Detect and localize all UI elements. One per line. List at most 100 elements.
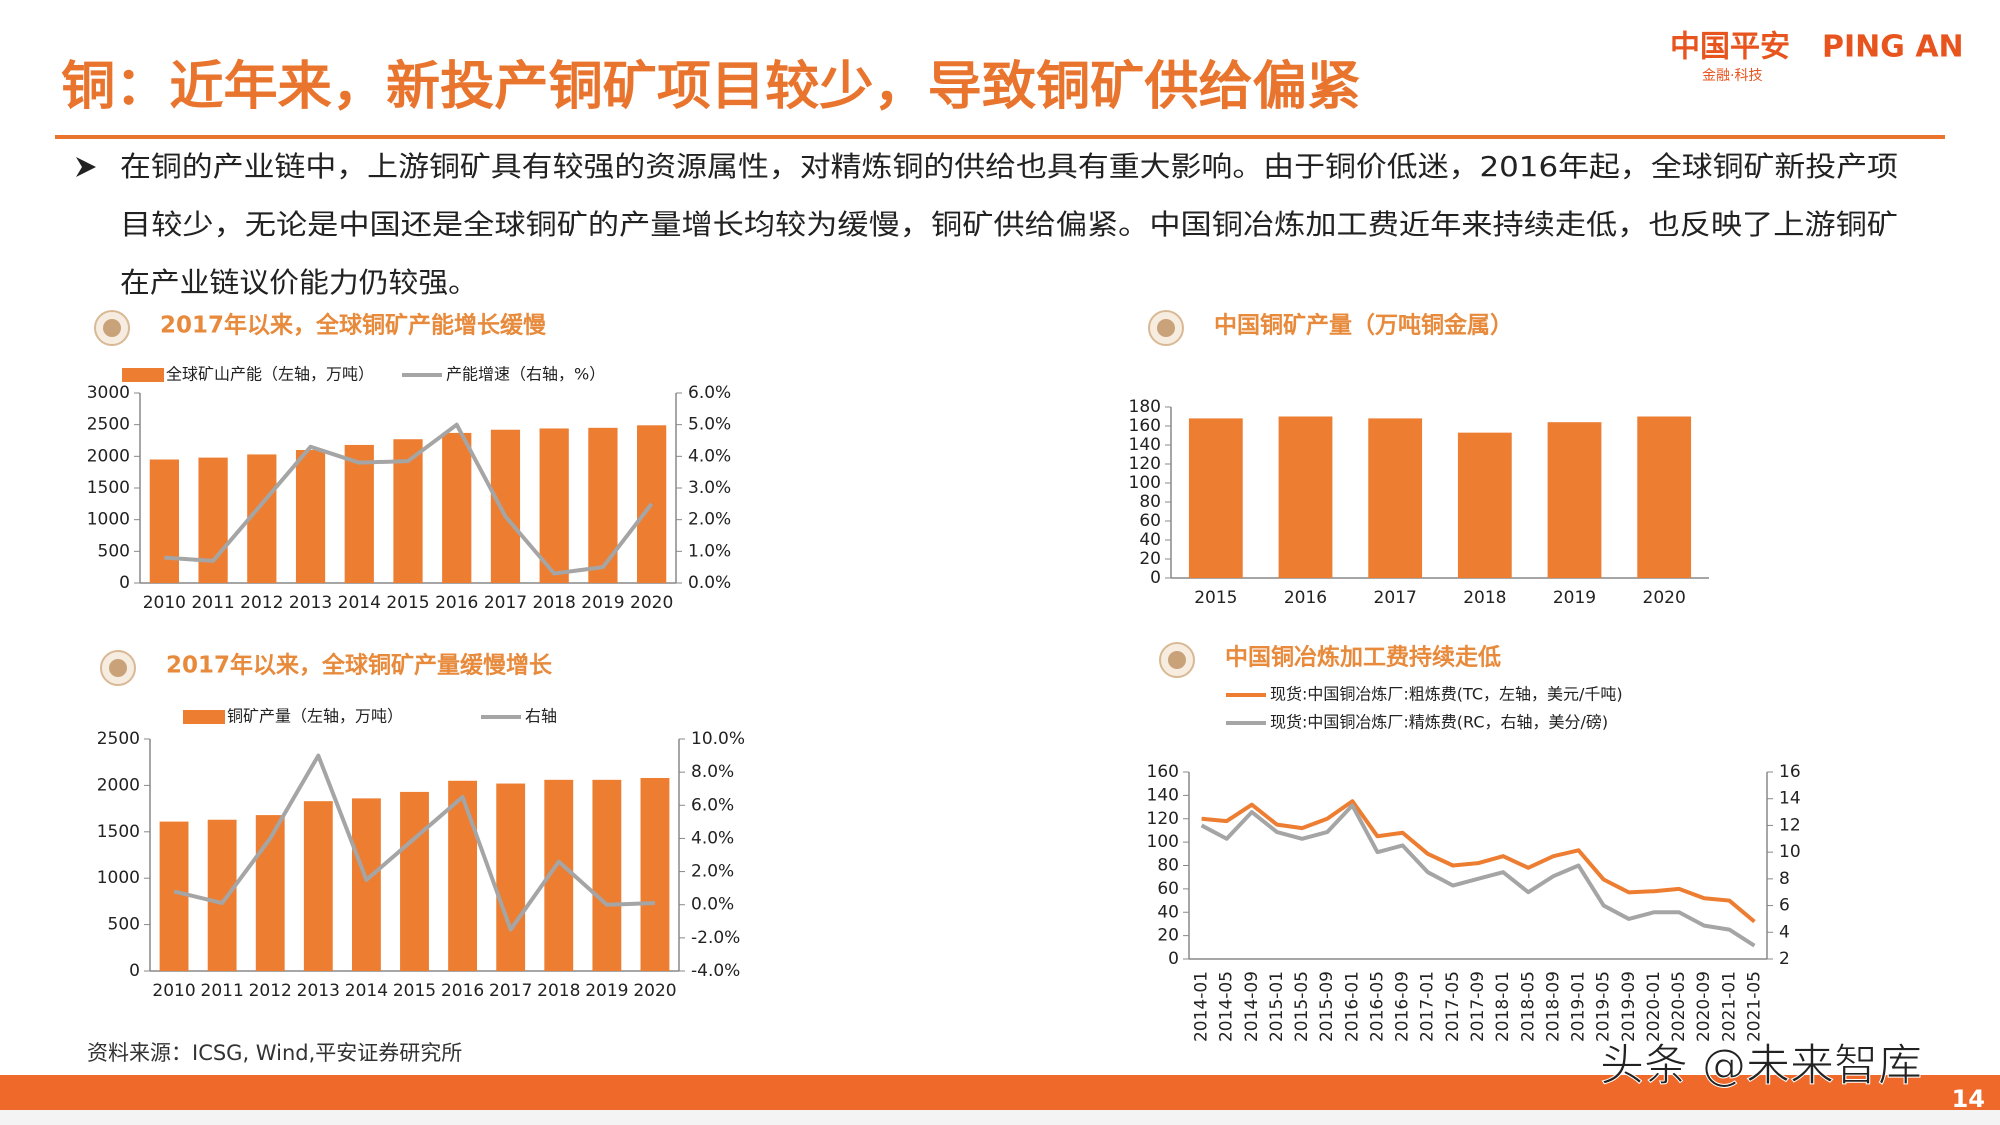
chart-title: 2017年以来，全球铜矿产量缓慢增长 — [166, 652, 553, 679]
x-tick-label: 2017 — [489, 981, 532, 1001]
y-tick-label: 80 — [1139, 492, 1161, 512]
x-tick-label: 2010 — [143, 593, 186, 613]
y-tick-label: 500 — [98, 541, 130, 561]
y-tick-label: 1000 — [97, 868, 140, 888]
bar — [344, 444, 374, 583]
bar — [295, 450, 326, 583]
footer-strip — [0, 1110, 2000, 1125]
bar — [149, 459, 179, 583]
x-tick-label: 2016-09 — [1393, 971, 1413, 1042]
x-tick-label: 2012 — [240, 593, 283, 613]
bar — [351, 798, 381, 971]
x-tick-label: 2019-05 — [1594, 971, 1614, 1042]
y-tick-label: 120 — [1129, 454, 1161, 474]
y-tick-label: 40 — [1157, 902, 1179, 922]
legend-label: 现货:中国铜冶炼厂:粗炼费(TC，左轴，美元/千吨) — [1270, 685, 1623, 704]
y-tick-label: 140 — [1129, 435, 1161, 455]
paragraph-line: 在产业链议价能力仍较强。 — [120, 266, 478, 299]
x-tick-label: 2011 — [191, 593, 234, 613]
x-tick-label: 2016-05 — [1367, 971, 1387, 1042]
title-icon-inner — [103, 319, 121, 337]
page-number: 14 — [1952, 1085, 1985, 1113]
y-tick-label: 500 — [108, 915, 140, 935]
x-tick-label: 2018-09 — [1543, 971, 1563, 1042]
bar — [490, 429, 521, 583]
y2-tick-label: 10.0% — [691, 729, 745, 749]
legend-swatch — [183, 710, 225, 724]
y-tick-label: 2500 — [97, 729, 140, 749]
legend-label: 产能增速（右轴，%） — [446, 365, 605, 384]
y-tick-label: 140 — [1147, 785, 1179, 805]
y-tick-label: 1500 — [97, 822, 140, 842]
y-tick-label: 160 — [1147, 762, 1179, 782]
x-tick-label: 2012 — [249, 981, 292, 1001]
x-tick-label: 2018-05 — [1518, 971, 1538, 1042]
bar — [448, 780, 478, 971]
y2-tick-label: 4.0% — [688, 446, 731, 466]
bar — [588, 427, 618, 583]
x-tick-label: 2015 — [1194, 588, 1237, 608]
y-tick-label: 40 — [1139, 530, 1161, 550]
paragraph-line: 在铜的产业链中，上游铜矿具有较强的资源属性，对精炼铜的供给也具有重大影响。由于铜… — [120, 150, 1898, 183]
x-tick-label: 2018 — [533, 593, 576, 613]
y2-tick-label: 1.0% — [688, 541, 731, 561]
source: 资料来源：ICSG, Wind,平安证券研究所 — [87, 1041, 462, 1065]
chart-title: 2017年以来，全球铜矿产能增长缓慢 — [160, 312, 547, 339]
x-tick-label: 2020-05 — [1669, 971, 1689, 1042]
line-series — [173, 753, 656, 932]
bar — [592, 779, 622, 971]
y-tick-label: 100 — [1129, 473, 1161, 493]
y2-tick-label: 4.0% — [691, 828, 734, 848]
watermark: 头条 @未来智库 — [1600, 1040, 1922, 1091]
y-tick-label: 60 — [1157, 879, 1179, 899]
y2-tick-label: 0.0% — [691, 895, 734, 915]
y-tick-label: 20 — [1157, 926, 1179, 946]
x-tick-label: 2016-01 — [1342, 971, 1362, 1042]
bar — [442, 432, 472, 583]
x-tick-label: 2018 — [537, 981, 580, 1001]
y2-tick-label: -4.0% — [691, 961, 740, 981]
x-tick-label: 2011 — [201, 981, 244, 1001]
x-tick-label: 2019 — [1553, 588, 1596, 608]
y2-tick-label: 14 — [1779, 789, 1801, 809]
y-tick-label: 120 — [1147, 809, 1179, 829]
y-tick-label: 0 — [129, 961, 140, 981]
x-tick-label: 2020 — [630, 593, 673, 613]
y2-tick-label: 12 — [1779, 815, 1801, 835]
x-tick-label: 2016 — [441, 981, 484, 1001]
paragraph-line: 目较少，无论是中国还是全球铜矿的产量增长均较为缓慢，铜矿供给偏紧。中国铜冶炼加工… — [120, 208, 1898, 241]
x-tick-label: 2020 — [1643, 588, 1686, 608]
x-tick-label: 2017-01 — [1418, 971, 1438, 1042]
y-tick-label: 2000 — [87, 446, 130, 466]
y2-tick-label: 8.0% — [691, 762, 734, 782]
x-tick-label: 2018-01 — [1493, 971, 1513, 1042]
x-tick-label: 2017-05 — [1443, 971, 1463, 1042]
y-tick-label: 1000 — [87, 510, 130, 530]
x-tick-label: 2015-09 — [1317, 971, 1337, 1042]
y2-tick-label: 4 — [1779, 922, 1790, 942]
x-tick-label: 2010 — [152, 981, 195, 1001]
bar — [1278, 416, 1333, 578]
y2-tick-label: 5.0% — [688, 415, 731, 435]
y-tick-label: 0 — [1168, 949, 1179, 969]
x-tick-label: 2013 — [297, 981, 340, 1001]
bar — [1188, 418, 1243, 578]
y-tick-label: 160 — [1129, 416, 1161, 436]
bar — [198, 457, 228, 583]
bar — [1368, 418, 1423, 578]
legend-label: 铜矿产量（左轴，万吨） — [227, 707, 403, 726]
line-series — [164, 422, 654, 576]
x-tick-label: 2017 — [484, 593, 527, 613]
x-tick-label: 2015-01 — [1267, 971, 1287, 1042]
x-tick-label: 2013 — [289, 593, 332, 613]
y2-tick-label: 2 — [1779, 949, 1790, 969]
y2-tick-label: 16 — [1779, 762, 1801, 782]
x-tick-label: 2014 — [345, 981, 388, 1001]
x-tick-label: 2020 — [633, 981, 676, 1001]
y-tick-label: 3000 — [87, 383, 130, 403]
bar — [1457, 432, 1512, 578]
chart-title: 中国铜矿产量（万吨铜金属） — [1214, 312, 1513, 339]
line-series — [1201, 799, 1756, 924]
bullet-arrow — [76, 157, 96, 177]
